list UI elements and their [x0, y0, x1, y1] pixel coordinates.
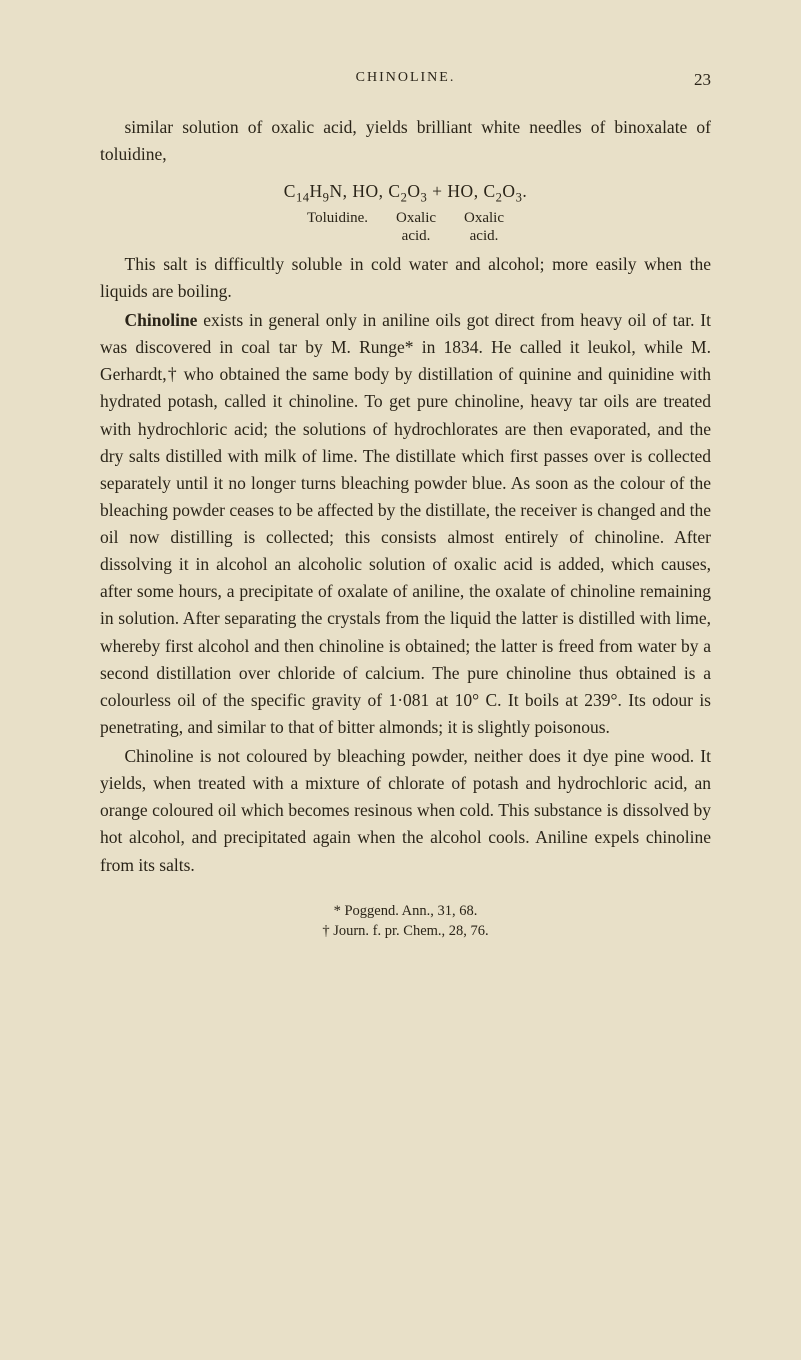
- footnote-1: * Poggend. Ann., 31, 68.: [100, 901, 711, 921]
- formula-label-toluidine: Toluidine.: [307, 210, 368, 245]
- formula-label-oxalic-1: Oxalicacid.: [396, 210, 436, 245]
- running-title: CHINOLINE.: [356, 70, 456, 86]
- paragraph-2: This salt is difficultly soluble in cold…: [100, 251, 711, 305]
- body-text: similar solution of oxalic acid, yields …: [100, 114, 711, 941]
- footnotes: * Poggend. Ann., 31, 68. † Journ. f. pr.…: [100, 901, 711, 942]
- chemical-formula: C14H9N, HO, C2O3 + HO, C2O3. Toluidine. …: [100, 178, 711, 245]
- page: CHINOLINE. 23 similar solution of oxalic…: [0, 0, 801, 1360]
- running-head: CHINOLINE. 23: [100, 70, 711, 86]
- paragraph-4: Chinoline is not coloured by bleaching p…: [100, 743, 711, 879]
- formula-line: C14H9N, HO, C2O3 + HO, C2O3.: [100, 178, 711, 208]
- formula-labels: Toluidine. Oxalicacid. Oxalicacid.: [100, 210, 711, 245]
- paragraph-3: Chinoline exists in general only in anil…: [100, 307, 711, 741]
- formula-label-oxalic-2: Oxalicacid.: [464, 210, 504, 245]
- page-number: 23: [694, 70, 711, 90]
- paragraph-1: similar solution of oxalic acid, yields …: [100, 114, 711, 168]
- footnote-2: † Journ. f. pr. Chem., 28, 76.: [100, 921, 711, 941]
